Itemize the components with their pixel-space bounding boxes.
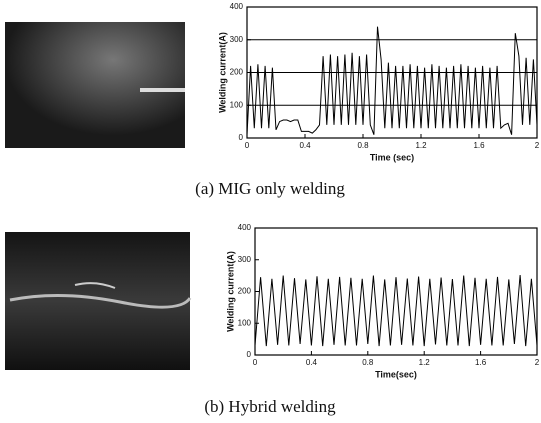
- y-tick-label: 200: [238, 287, 252, 296]
- photo-highlight: [74, 282, 116, 289]
- x-tick-label: 1.2: [419, 358, 431, 367]
- x-tick-label: 0.4: [299, 141, 311, 150]
- photo-mig: [5, 22, 185, 148]
- x-tick-label: 2: [535, 358, 540, 367]
- x-tick-label: 0.4: [306, 358, 318, 367]
- y-tick-label: 0: [239, 133, 244, 142]
- y-tick-label: 400: [238, 223, 252, 232]
- y-tick-label: 0: [247, 350, 252, 359]
- x-tick-label: 1.2: [415, 141, 427, 150]
- x-tick-label: 0.8: [362, 358, 374, 367]
- y-tick-label: 100: [238, 318, 252, 327]
- x-tick-label: 0.8: [357, 141, 369, 150]
- plot-frame: [246, 6, 538, 139]
- current-trace: [246, 26, 538, 135]
- y-tick-label: 300: [238, 255, 252, 264]
- x-tick-label: 1.6: [473, 141, 485, 150]
- photo-hybrid: [5, 232, 190, 370]
- x-tick-label: 0: [253, 358, 258, 367]
- y-tick-label: 100: [230, 100, 244, 109]
- y-tick-label: 200: [230, 68, 244, 77]
- photo-highlight: [9, 293, 192, 309]
- x-axis-label: Time (sec): [370, 152, 414, 162]
- caption: (b) Hybrid welding: [204, 397, 336, 416]
- x-tick-label: 1.6: [475, 358, 487, 367]
- plot-frame: [254, 227, 538, 356]
- y-tick-label: 400: [230, 2, 244, 11]
- current-trace: [254, 274, 538, 347]
- x-axis-label: Time(sec): [375, 369, 417, 379]
- y-axis-label: Welding current(A): [217, 32, 227, 113]
- x-tick-label: 0: [245, 141, 250, 150]
- photo-highlight: [140, 88, 185, 92]
- caption: (a) MIG only welding: [195, 179, 345, 198]
- y-axis-label: Welding current(A): [225, 251, 235, 332]
- y-tick-label: 300: [230, 35, 244, 44]
- x-tick-label: 2: [535, 141, 540, 150]
